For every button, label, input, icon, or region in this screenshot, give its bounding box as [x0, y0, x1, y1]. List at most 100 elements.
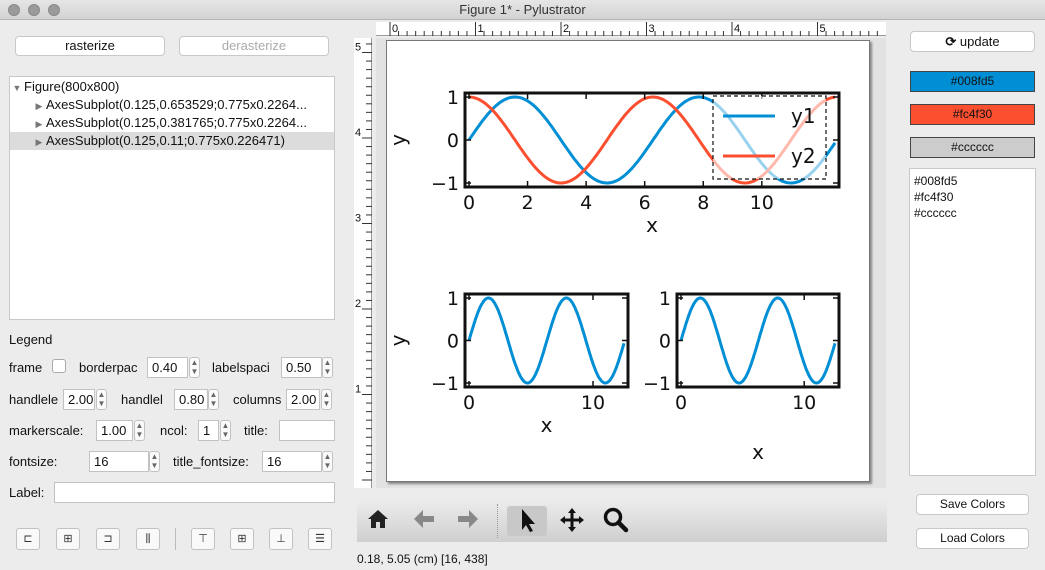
- distribute-horizontal-icon[interactable]: ⫼: [136, 528, 160, 550]
- arrow-right-icon[interactable]: [453, 506, 483, 536]
- top-ruler-ticks: 0 1 2 3 4 5: [389, 22, 878, 36]
- save-colors-button[interactable]: Save Colors: [916, 494, 1029, 515]
- x-axis-label: x: [541, 413, 553, 437]
- label-input[interactable]: [54, 482, 335, 503]
- title-fontsize-input[interactable]: 16: [262, 451, 322, 472]
- refresh-icon: ⟳: [945, 34, 957, 49]
- y-axis-label: y: [387, 134, 410, 146]
- ruler-label: 3: [355, 213, 361, 225]
- borderpad-stepper[interactable]: ▲ ▼: [189, 357, 200, 378]
- tree-item-axes-2[interactable]: ▶ AxesSubplot(0.125,0.381765;0.775x0.2264…: [10, 114, 334, 132]
- move-icon[interactable]: [557, 506, 587, 536]
- align-left-icon[interactable]: ⊏: [16, 528, 40, 550]
- series-line: [467, 296, 626, 385]
- columnspacing-stepper[interactable]: ▲ ▼: [321, 389, 332, 410]
- figure-canvas[interactable]: 0 2 4 6 8 10 1 0 −1 x y y1 y2 0 10 1 0 −1 x y 0 10 1 0 −1 x: [386, 40, 870, 482]
- tree-item-axes-3[interactable]: ▶ AxesSubplot(0.125,0.11;0.775x0.226471): [10, 132, 334, 150]
- expanded-triangle-icon[interactable]: ▼: [12, 83, 22, 93]
- collapsed-triangle-icon[interactable]: ▶: [35, 119, 43, 129]
- fontsize-label: fontsize:: [9, 454, 58, 469]
- fontsize-input[interactable]: 16: [89, 451, 149, 472]
- ncol-stepper[interactable]: ▲ ▼: [220, 420, 231, 441]
- ruler-label: 0: [392, 23, 398, 35]
- ruler-label: 4: [734, 23, 740, 35]
- home-icon[interactable]: [363, 506, 393, 536]
- ruler-label: 3: [649, 23, 655, 35]
- y-tick-label: −1: [431, 373, 459, 395]
- borderpad-input[interactable]: 0.40: [147, 357, 188, 378]
- legend-heading: Legend: [9, 332, 53, 347]
- minimize-window-button[interactable]: [28, 4, 40, 16]
- align-bottom-icon[interactable]: ⊥: [269, 528, 293, 550]
- pointer-icon[interactable]: [507, 506, 547, 536]
- handlelength-stepper[interactable]: ▲ ▼: [96, 389, 107, 410]
- legend-label: y1: [791, 104, 816, 128]
- align-right-icon[interactable]: ⊐: [96, 528, 120, 550]
- toolbar-separator: [497, 504, 498, 538]
- rasterize-button[interactable]: rasterize: [15, 36, 165, 56]
- columnspacing-label: columns: [233, 392, 282, 407]
- fontsize-stepper[interactable]: ▲ ▼: [149, 451, 160, 472]
- color-list-item: #fc4f30: [914, 190, 954, 204]
- x-tick-label: 10: [750, 192, 774, 214]
- handleheight-input[interactable]: 0.80: [174, 389, 208, 410]
- handlelength-input[interactable]: 2.00: [63, 389, 95, 410]
- ruler-label: 2: [563, 23, 569, 35]
- zoom-window-button[interactable]: [48, 4, 60, 16]
- navigation-toolbar: [357, 500, 887, 542]
- left-ruler-ticks: 5 4 3 2 1: [355, 42, 372, 481]
- element-tree[interactable]: ▼ Figure(800x800) ▶ AxesSubplot(0.125,0.65…: [9, 76, 335, 320]
- markerscale-stepper[interactable]: ▲ ▼: [134, 420, 145, 441]
- ruler-label: 5: [355, 42, 361, 54]
- labelspacing-stepper[interactable]: ▲ ▼: [322, 357, 333, 378]
- status-coordinates: 0.18, 5.05 (cm) [16, 438]: [357, 552, 488, 566]
- y-tick-label: −1: [643, 373, 671, 395]
- tree-item-figure[interactable]: ▼ Figure(800x800): [10, 78, 334, 96]
- x-tick-label: 0: [463, 392, 475, 414]
- markerscale-input[interactable]: 1.00: [96, 420, 133, 441]
- handleheight-stepper[interactable]: ▲ ▼: [208, 389, 219, 410]
- derasterize-button[interactable]: derasterize: [179, 36, 329, 56]
- ncol-input[interactable]: 1: [198, 420, 219, 441]
- align-center-vertical-icon[interactable]: ⊞: [230, 528, 254, 550]
- distribute-vertical-icon[interactable]: ☰: [308, 528, 332, 550]
- y-tick-label: 1: [659, 288, 671, 310]
- title-fontsize-stepper[interactable]: ▲ ▼: [322, 451, 333, 472]
- x-axis-label: x: [646, 213, 658, 237]
- color-button-3[interactable]: #cccccc: [910, 137, 1035, 158]
- handlelength-label: handlele: [9, 392, 59, 407]
- align-top-icon[interactable]: ⊤: [191, 528, 215, 550]
- labelspacing-label: labelspaci: [212, 360, 270, 375]
- align-center-horizontal-icon[interactable]: ⊞: [56, 528, 80, 550]
- x-axis-label: x: [752, 440, 764, 464]
- frame-checkbox[interactable]: [52, 359, 66, 373]
- left-ruler: 5 4 3 2 1: [354, 38, 372, 488]
- color-list-item: #008fd5: [914, 174, 958, 188]
- title-input[interactable]: [279, 420, 335, 441]
- collapsed-triangle-icon[interactable]: ▶: [35, 137, 43, 147]
- y-tick-label: 0: [447, 130, 459, 152]
- ncol-label: ncol:: [160, 423, 188, 438]
- x-tick-label: 2: [522, 192, 534, 214]
- labelspacing-input[interactable]: 0.50: [281, 357, 322, 378]
- y-tick-label: 1: [447, 87, 459, 109]
- x-tick-label: 10: [792, 392, 816, 414]
- markerscale-label: markerscale:: [9, 423, 84, 438]
- load-colors-button[interactable]: Load Colors: [916, 528, 1029, 549]
- magnifier-icon[interactable]: [601, 506, 631, 536]
- arrow-left-icon[interactable]: [409, 506, 439, 536]
- y-tick-label: 1: [447, 288, 459, 310]
- tree-item-axes-1[interactable]: ▶ AxesSubplot(0.125,0.653529;0.775x0.2264…: [10, 96, 334, 114]
- color-button-1[interactable]: #008fd5: [910, 71, 1035, 92]
- collapsed-triangle-icon[interactable]: ▶: [35, 101, 43, 111]
- color-list-editor[interactable]: #008fd5 #fc4f30 #cccccc: [909, 168, 1036, 476]
- update-button[interactable]: ⟳ update: [910, 31, 1035, 52]
- tree-item-label: AxesSubplot(0.125,0.11;0.775x0.226471): [46, 133, 285, 148]
- top-ruler: 0 1 2 3 4 5: [376, 22, 886, 36]
- toolbar-separator: [175, 528, 176, 550]
- close-window-button[interactable]: [8, 4, 20, 16]
- tree-item-label: Figure(800x800): [24, 79, 120, 94]
- color-button-2[interactable]: #fc4f30: [910, 104, 1035, 125]
- columnspacing-input[interactable]: 2.00: [286, 389, 320, 410]
